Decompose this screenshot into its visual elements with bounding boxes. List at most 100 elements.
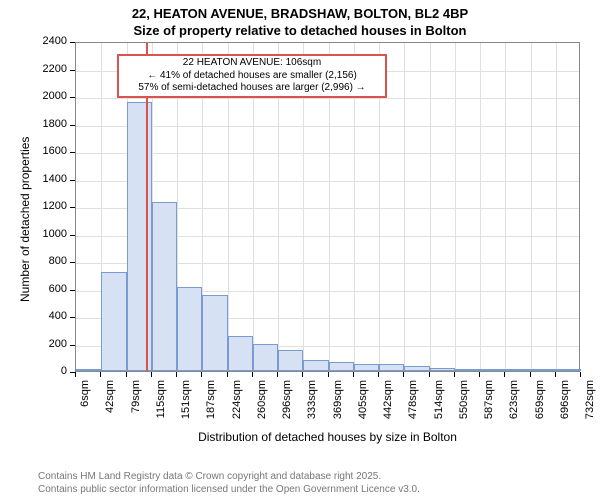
histogram-bar: [228, 336, 253, 371]
y-tick-label: 600: [49, 283, 67, 295]
y-tick: [70, 42, 75, 43]
x-tick-label: 151sqm: [180, 380, 192, 430]
y-tick: [70, 262, 75, 263]
callout-line3: 57% of semi-detached houses are larger (…: [121, 82, 383, 95]
x-tick-label: 478sqm: [407, 380, 419, 430]
histogram-bar: [202, 295, 227, 371]
x-tick-label: 732sqm: [584, 380, 596, 430]
x-tick-label: 587sqm: [483, 380, 495, 430]
y-tick: [70, 180, 75, 181]
y-tick-label: 400: [49, 310, 67, 322]
x-tick-label: 369sqm: [332, 380, 344, 430]
x-tick: [75, 372, 76, 377]
callout-line1: 22 HEATON AVENUE: 106sqm: [121, 57, 383, 70]
x-tick-label: 405sqm: [357, 380, 369, 430]
x-tick: [126, 372, 127, 377]
histogram-bar: [430, 368, 455, 371]
callout-line2: ← 41% of detached houses are smaller (2,…: [121, 70, 383, 83]
x-tick: [328, 372, 329, 377]
y-tick-label: 1400: [43, 173, 67, 185]
x-tick: [378, 372, 379, 377]
title-line2: Size of property relative to detached ho…: [0, 23, 600, 40]
footer-line1: Contains HM Land Registry data © Crown c…: [38, 470, 600, 483]
x-tick-label: 659sqm: [534, 380, 546, 430]
v-gridline: [404, 43, 405, 371]
x-tick: [504, 372, 505, 377]
y-tick-label: 1600: [43, 145, 67, 157]
v-gridline: [455, 43, 456, 371]
histogram-bar: [76, 369, 101, 371]
x-axis-label: Distribution of detached houses by size …: [75, 430, 580, 444]
histogram-bar: [329, 362, 354, 371]
y-tick-label: 2000: [43, 90, 67, 102]
x-tick-label: 224sqm: [231, 380, 243, 430]
v-gridline: [505, 43, 506, 371]
v-gridline: [480, 43, 481, 371]
annotation-callout: 22 HEATON AVENUE: 106sqm ← 41% of detach…: [117, 54, 387, 98]
x-tick-label: 187sqm: [205, 380, 217, 430]
y-axis-label: Number of detached properties: [18, 137, 32, 302]
v-gridline: [556, 43, 557, 371]
y-tick: [70, 97, 75, 98]
y-tick-label: 0: [61, 365, 67, 377]
histogram-bar: [379, 364, 404, 371]
histogram-bar: [101, 272, 126, 371]
x-tick: [100, 372, 101, 377]
x-tick: [277, 372, 278, 377]
histogram-bar: [556, 369, 581, 371]
y-tick-label: 1200: [43, 200, 67, 212]
x-tick-label: 115sqm: [155, 380, 167, 430]
x-tick-label: 79sqm: [130, 380, 142, 430]
y-tick: [70, 152, 75, 153]
footer-line2: Contains public sector information licen…: [38, 483, 600, 496]
x-tick-label: 296sqm: [281, 380, 293, 430]
x-tick-label: 623sqm: [508, 380, 520, 430]
x-tick: [479, 372, 480, 377]
v-gridline: [531, 43, 532, 371]
x-tick-label: 42sqm: [104, 380, 116, 430]
y-tick-label: 2400: [43, 35, 67, 47]
y-tick-label: 2200: [43, 63, 67, 75]
x-tick: [176, 372, 177, 377]
y-tick: [70, 207, 75, 208]
y-tick: [70, 290, 75, 291]
x-tick-label: 696sqm: [559, 380, 571, 430]
x-tick: [151, 372, 152, 377]
x-tick: [555, 372, 556, 377]
x-tick-label: 260sqm: [256, 380, 268, 430]
x-tick: [454, 372, 455, 377]
histogram-bar: [404, 366, 429, 371]
histogram-bar: [303, 360, 328, 371]
histogram-bar: [455, 369, 480, 371]
x-tick-label: 333sqm: [306, 380, 318, 430]
x-tick: [403, 372, 404, 377]
y-tick: [70, 125, 75, 126]
x-tick: [353, 372, 354, 377]
histogram-bar: [127, 102, 152, 372]
histogram-bar: [531, 369, 556, 371]
x-tick-label: 442sqm: [382, 380, 394, 430]
x-tick-label: 550sqm: [458, 380, 470, 430]
x-tick: [252, 372, 253, 377]
y-tick: [70, 70, 75, 71]
histogram-bar: [505, 369, 530, 371]
x-tick: [580, 372, 581, 377]
histogram-bar: [278, 350, 303, 371]
histogram-bar: [354, 364, 379, 371]
histogram-bar: [177, 287, 202, 371]
y-tick-label: 1800: [43, 118, 67, 130]
x-tick: [429, 372, 430, 377]
footer-attribution: Contains HM Land Registry data © Crown c…: [38, 470, 600, 496]
histogram-bar: [152, 202, 177, 371]
chart-title: 22, HEATON AVENUE, BRADSHAW, BOLTON, BL2…: [0, 0, 600, 40]
y-tick-label: 200: [49, 338, 67, 350]
y-tick: [70, 345, 75, 346]
x-tick: [227, 372, 228, 377]
x-tick-label: 6sqm: [79, 380, 91, 430]
histogram-bar: [253, 344, 278, 371]
y-tick: [70, 235, 75, 236]
y-tick: [70, 317, 75, 318]
y-tick-label: 1000: [43, 228, 67, 240]
y-tick-label: 800: [49, 255, 67, 267]
x-tick: [302, 372, 303, 377]
